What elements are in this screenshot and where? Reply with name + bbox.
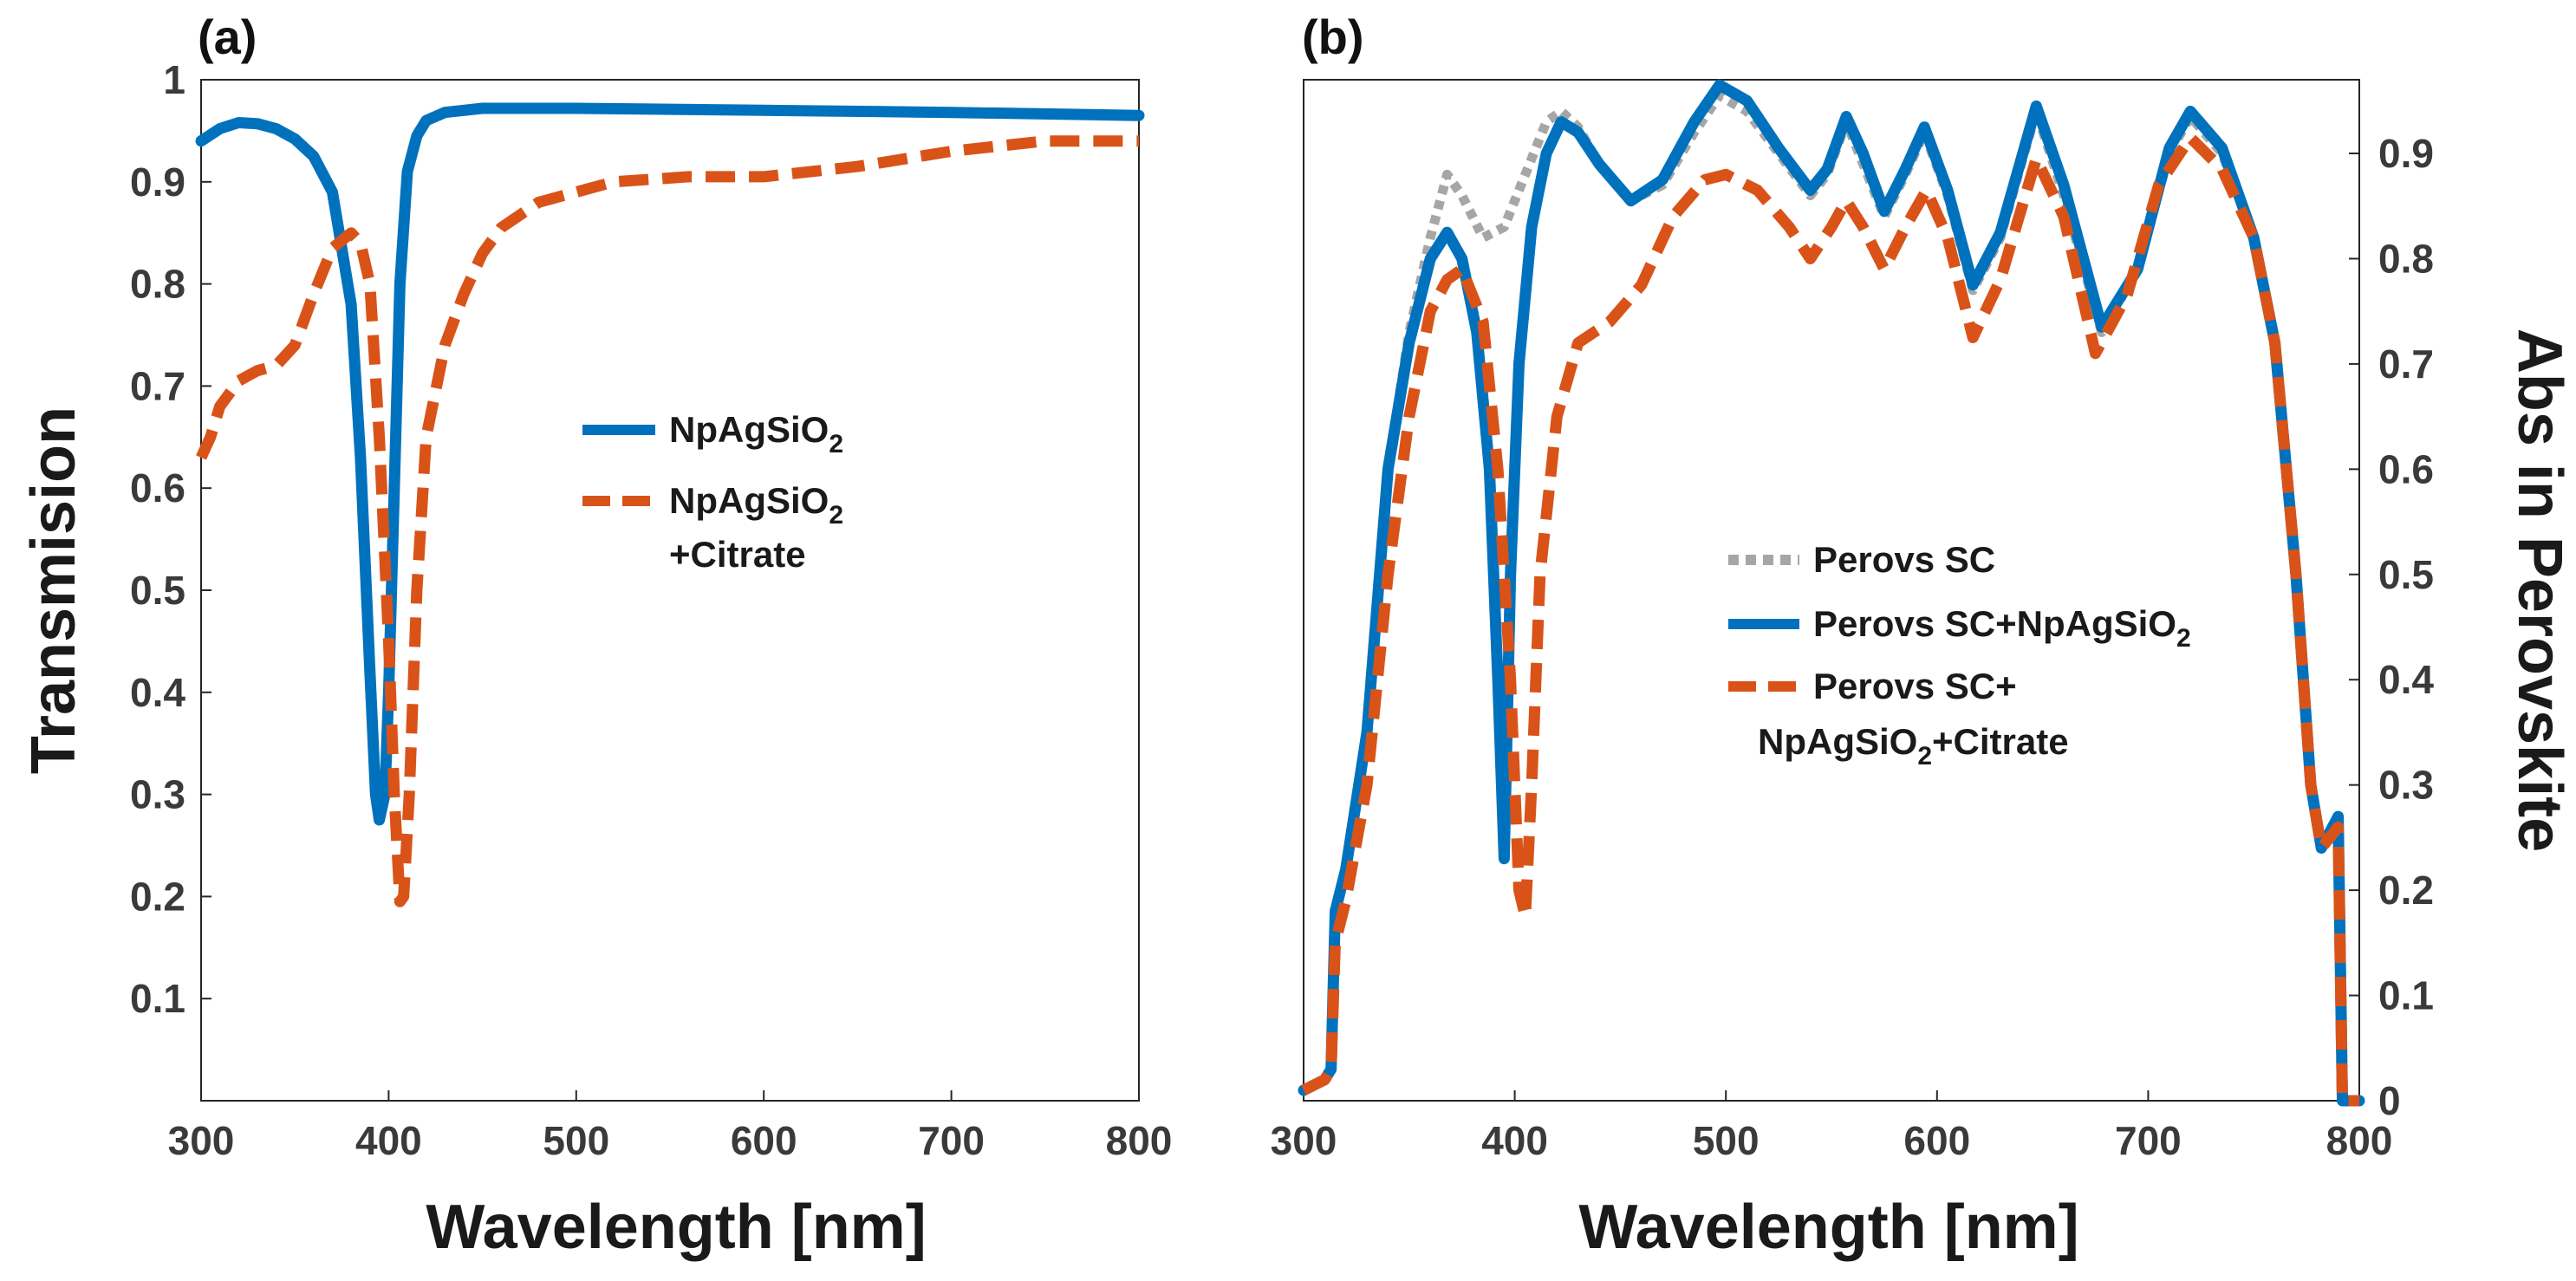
y-tick-label: 0.9 <box>130 159 185 205</box>
panel-a-x-ticks: 300 400 500 600 700 800 <box>168 1090 1173 1163</box>
x-tick-label: 600 <box>1903 1118 1970 1163</box>
series-line-perovs-sc-npagsio2-citrate <box>1301 132 2359 1107</box>
panel-a-y-ticks: 0.1 0.2 0.3 0.4 0.5 0.6 0.7 0.8 0.9 1 <box>130 57 211 1021</box>
y-tick-label: 1 <box>163 57 185 102</box>
panel-a-x-axis-title: Wavelength [nm] <box>426 1193 926 1262</box>
y-tick-label: 0.5 <box>2378 552 2434 597</box>
y-tick-label: 0.7 <box>130 363 185 408</box>
y-tick-label: 0.6 <box>130 465 185 510</box>
x-tick-label: 400 <box>1481 1118 1548 1163</box>
y-tick-label: 0.4 <box>130 670 185 715</box>
panel-b-y-axis-title: Abs in Perovskite <box>2505 328 2574 852</box>
x-tick-label: 800 <box>1106 1118 1173 1163</box>
x-tick-label: 500 <box>543 1118 609 1163</box>
y-tick-label: 0.2 <box>130 874 185 919</box>
panel-a-legend-label-citrate-line1: NpAgSiO2 <box>669 480 843 530</box>
panel-a-legend-label-citrate-line2: +Citrate <box>669 534 806 575</box>
panel-b-label: (b) <box>1302 10 1364 64</box>
x-tick-label: 500 <box>1693 1118 1760 1163</box>
panel-b-legend-label-npagsio2: Perovs SC+NpAgSiO2 <box>1813 603 2191 653</box>
series-line-npagsio2-citrate <box>196 135 1139 907</box>
panel-a-plot-area <box>200 79 1140 1102</box>
y-tick-label: 0.7 <box>2378 341 2434 387</box>
panel-b-x-axis-title: Wavelength [nm] <box>1578 1193 2078 1262</box>
panel-a-y-axis-title: Transmision <box>19 406 88 774</box>
panel-a-legend-label-npagsio2: NpAgSiO2 <box>669 409 843 458</box>
y-tick-label: 0.3 <box>130 772 185 817</box>
panel-a-legend: NpAgSiO2 NpAgSiO2 +Citrate <box>582 409 843 575</box>
panel-a-transmission-chart: (a) 0.1 0.2 0.3 0.4 0.5 0.6 0.7 0.8 0.9 1 300 400 5… <box>19 10 1172 1262</box>
y-tick-label: 0.1 <box>2378 973 2434 1018</box>
series-line-npagsio2 <box>195 102 1145 826</box>
x-tick-label: 700 <box>918 1118 985 1163</box>
y-tick-label: 0.8 <box>130 262 185 307</box>
panel-b-legend-label-citrate-line2: NpAgSiO2+Citrate <box>1758 721 2069 771</box>
y-tick-label: 0 <box>2378 1078 2401 1123</box>
x-tick-label: 800 <box>2326 1118 2393 1163</box>
y-tick-label: 0.2 <box>2378 868 2434 913</box>
panel-b-legend-label-citrate-line1: Perovs SC+ <box>1813 666 2017 706</box>
y-tick-label: 0.4 <box>2378 657 2434 702</box>
y-tick-label: 0.3 <box>2378 763 2434 808</box>
panel-b-legend-label-perovs-sc: Perovs SC <box>1813 539 1995 580</box>
panel-b-absorption-chart: (b) 0 0.1 0.2 0.3 0.4 0.5 0.6 0.7 0.8 0.9 300 400 5… <box>1271 10 2574 1262</box>
y-tick-label: 0.8 <box>2378 236 2434 281</box>
panel-b-y-ticks: 0 0.1 0.2 0.3 0.4 0.5 0.6 0.7 0.8 0.9 <box>2349 131 2434 1123</box>
panel-a-series <box>195 102 1145 907</box>
x-tick-label: 300 <box>168 1118 235 1163</box>
panel-b-x-ticks: 300 400 500 600 700 800 <box>1271 1090 2393 1163</box>
panel-a-label: (a) <box>198 10 257 64</box>
x-tick-label: 400 <box>355 1118 422 1163</box>
panel-b-series <box>1298 79 2365 1107</box>
x-tick-label: 700 <box>2115 1118 2182 1163</box>
x-tick-label: 600 <box>731 1118 797 1163</box>
x-tick-label: 300 <box>1271 1118 1337 1163</box>
y-tick-label: 0.6 <box>2378 446 2434 491</box>
y-tick-label: 0.5 <box>130 568 185 613</box>
y-tick-label: 0.1 <box>130 976 185 1021</box>
y-tick-label: 0.9 <box>2378 131 2434 176</box>
panel-b-plot-area <box>1303 79 2360 1102</box>
series-line-perovs-sc-npagsio2 <box>1298 79 2365 1107</box>
panel-b-legend: Perovs SC Perovs SC+NpAgSiO2 Perovs SC+ … <box>1728 539 2191 771</box>
